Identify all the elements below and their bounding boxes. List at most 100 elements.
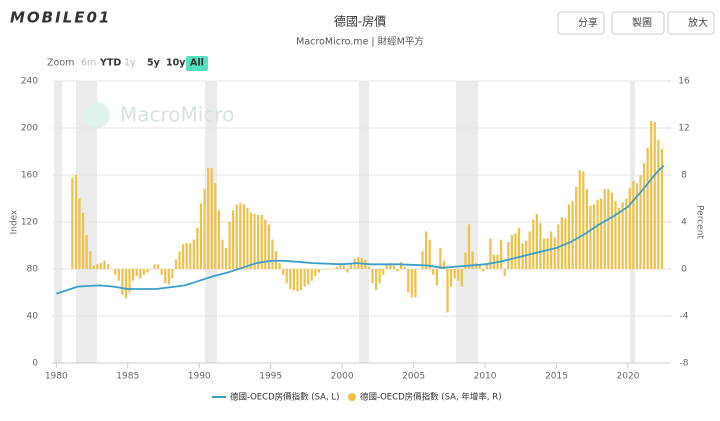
- bar: [99, 263, 103, 269]
- bar: [182, 244, 185, 269]
- bar: [221, 239, 224, 269]
- bar: [142, 269, 145, 275]
- bar: [253, 213, 256, 269]
- bar: [192, 239, 195, 269]
- bar: [96, 264, 99, 269]
- chart-subtitle: MacroMicro.me | 財經M平方: [296, 36, 424, 48]
- bar: [303, 269, 306, 287]
- button-label[interactable]: 放大: [688, 16, 708, 29]
- bar: [335, 266, 338, 269]
- bar: [510, 234, 513, 269]
- zoom-button[interactable]: 1y: [124, 58, 136, 69]
- y2-tick-label: 4: [681, 218, 687, 228]
- bar: [446, 269, 449, 313]
- button-frame[interactable]: [667, 11, 715, 35]
- bar: [542, 238, 546, 269]
- bar: [214, 183, 217, 269]
- bar: [317, 269, 321, 273]
- bar: [267, 224, 270, 269]
- watermark-icon: [84, 102, 110, 128]
- bar: [610, 192, 614, 269]
- zoom-button[interactable]: All: [190, 58, 204, 69]
- legend-label[interactable]: 德國-OECD房價指數 (SA, 年增率, R): [360, 392, 502, 403]
- bar: [232, 210, 235, 269]
- header-button[interactable]: 分享: [557, 11, 605, 35]
- watermark: MacroMicro: [120, 103, 234, 127]
- header-button[interactable]: 放大: [667, 11, 715, 35]
- y-tick-label: 40: [27, 312, 39, 322]
- bar: [224, 247, 228, 269]
- y2-tick-label: -8: [680, 359, 689, 369]
- bar: [575, 186, 578, 269]
- legend-label[interactable]: 德國-OECD房價指數 (SA, L): [230, 392, 339, 403]
- bar: [417, 269, 421, 270]
- bar: [185, 243, 188, 269]
- legend-item[interactable]: 德國-OECD房價指數 (SA, L): [212, 392, 339, 403]
- y-tick-label: 240: [21, 77, 38, 87]
- bar: [260, 214, 263, 269]
- x-tick-label: 1995: [259, 372, 282, 382]
- bar: [478, 264, 481, 269]
- legend-item[interactable]: 德國-OECD房價指數 (SA, 年增率, R): [348, 392, 502, 403]
- bar: [92, 265, 95, 269]
- bar: [439, 247, 442, 269]
- bar: [535, 213, 538, 269]
- bar: [264, 219, 267, 269]
- bar: [600, 198, 603, 269]
- bar: [178, 251, 181, 269]
- bar: [289, 269, 292, 289]
- zoom-button[interactable]: 10y: [166, 58, 186, 69]
- bar: [592, 204, 596, 269]
- bar: [500, 239, 503, 269]
- y-tick-label: 0: [32, 359, 38, 369]
- bar: [628, 187, 631, 269]
- y-tick-label: 200: [21, 124, 38, 134]
- bar: [617, 207, 621, 269]
- zoom-active-bg[interactable]: [186, 56, 208, 71]
- bar: [603, 189, 606, 269]
- button-frame[interactable]: [611, 11, 665, 35]
- bar: [399, 261, 403, 269]
- bar: [367, 266, 371, 269]
- bar: [285, 269, 288, 284]
- legend-swatch[interactable]: [348, 393, 356, 401]
- bar: [199, 203, 203, 269]
- bar: [410, 269, 413, 298]
- bar: [171, 269, 174, 279]
- bar: [396, 269, 399, 272]
- bar: [435, 269, 438, 286]
- bar: [106, 264, 110, 269]
- bar: [403, 266, 406, 269]
- bar: [292, 269, 295, 291]
- bar: [110, 269, 113, 270]
- bar: [210, 167, 213, 269]
- button-label[interactable]: 分享: [578, 16, 598, 29]
- bar: [467, 224, 471, 269]
- bar: [314, 269, 317, 277]
- bar: [132, 269, 135, 281]
- bar: [457, 269, 460, 281]
- bar: [660, 149, 664, 269]
- bar: [614, 200, 617, 269]
- bar: [189, 243, 192, 269]
- bar: [203, 189, 206, 269]
- bar: [332, 269, 335, 270]
- bar: [639, 175, 642, 269]
- bar: [121, 269, 124, 295]
- button-frame[interactable]: [557, 11, 605, 35]
- bar: [296, 269, 299, 292]
- y-axis-label: Index: [10, 209, 20, 234]
- zoom-button[interactable]: 5y: [147, 58, 161, 69]
- bar: [453, 269, 456, 279]
- bar: [324, 269, 328, 270]
- header-button[interactable]: 製圖: [611, 11, 665, 35]
- bar: [128, 269, 131, 293]
- zoom-button[interactable]: YTD: [99, 58, 121, 69]
- bar: [421, 251, 424, 269]
- bar: [174, 259, 178, 269]
- bar: [164, 269, 167, 284]
- bar: [475, 263, 478, 269]
- zoom-button[interactable]: 6m: [81, 58, 96, 69]
- bar: [607, 189, 610, 269]
- button-label[interactable]: 製圖: [632, 16, 652, 29]
